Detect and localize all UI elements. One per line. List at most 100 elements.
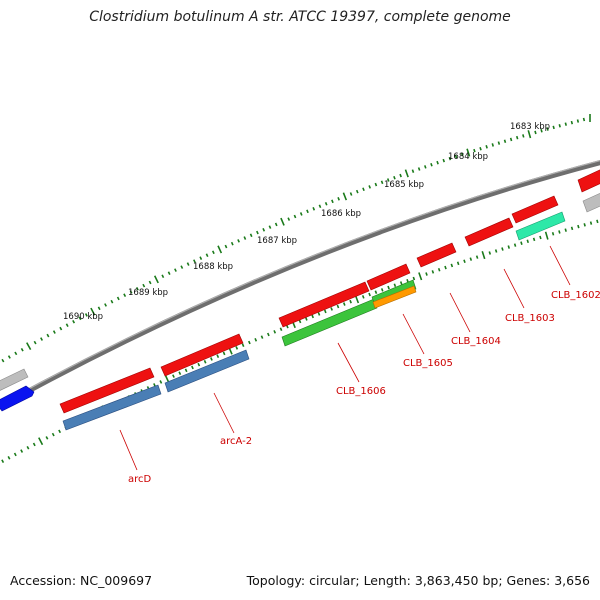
- gene-label-CLB_1604: CLB_1604: [451, 336, 501, 347]
- gene-label-CLB_1606: CLB_1606: [336, 386, 386, 397]
- minor-tick: [473, 148, 476, 153]
- minor-tick: [59, 326, 63, 331]
- gene-feature-red: [278, 281, 370, 328]
- minor-tick: [172, 374, 175, 378]
- minor-tick: [184, 368, 188, 373]
- minor-tick: [349, 192, 353, 196]
- minor-tick: [186, 262, 190, 266]
- minor-tick: [241, 343, 245, 347]
- minor-tick: [287, 217, 291, 221]
- kbp-label-1688: 1688 kbp: [193, 262, 233, 272]
- minor-tick: [513, 243, 517, 247]
- minor-tick: [380, 180, 384, 185]
- minor-tick: [268, 225, 272, 229]
- outer-tick-ring: [1, 114, 591, 363]
- minor-tick: [197, 362, 201, 367]
- minor-tick: [20, 347, 24, 352]
- minor-tick: [469, 257, 473, 261]
- minor-tick: [312, 207, 316, 211]
- topology-text: Topology: circular: [246, 573, 356, 588]
- gene-feature-red: [464, 217, 514, 247]
- gene-feature-red: [366, 263, 411, 291]
- minor-tick: [222, 351, 226, 356]
- minor-tick: [20, 449, 24, 453]
- kbp-label-1687: 1687 kbp: [257, 236, 297, 246]
- minor-tick: [387, 285, 390, 290]
- minor-tick: [13, 452, 17, 457]
- minor-tick: [306, 209, 309, 214]
- minor-tick: [167, 271, 171, 275]
- minor-tick: [254, 338, 258, 342]
- major-tick: [354, 295, 360, 304]
- major-tick: [544, 231, 549, 240]
- minor-tick: [193, 259, 196, 263]
- minor-tick: [485, 145, 488, 149]
- gene-label-arcD: arcD: [128, 474, 152, 485]
- minor-tick: [174, 268, 177, 272]
- minor-tick: [558, 230, 561, 234]
- minor-tick: [570, 226, 574, 231]
- minor-tick: [336, 304, 340, 309]
- minor-tick: [123, 293, 127, 297]
- length-text: Length: 3,863,450 bp: [363, 573, 499, 588]
- minor-tick: [570, 120, 574, 125]
- minor-tick: [249, 233, 253, 238]
- gene-feature-red: [416, 242, 457, 268]
- minor-tick: [52, 330, 56, 334]
- minor-tick: [161, 274, 165, 279]
- minor-tick: [298, 319, 302, 324]
- minor-tick: [596, 219, 599, 224]
- minor-tick: [216, 354, 220, 358]
- minor-tick: [520, 241, 523, 245]
- minor-tick: [583, 223, 586, 227]
- minor-tick: [26, 445, 30, 450]
- minor-tick: [494, 249, 498, 253]
- minor-tick: [349, 299, 352, 304]
- minor-tick: [425, 272, 428, 276]
- minor-tick: [32, 442, 36, 447]
- minor-tick: [243, 236, 247, 240]
- major-tick: [466, 148, 471, 157]
- minor-tick: [368, 292, 371, 297]
- minor-tick: [386, 178, 390, 182]
- minor-tick: [14, 351, 18, 356]
- minor-tick: [551, 232, 555, 236]
- minor-tick: [237, 239, 240, 243]
- major-tick: [418, 272, 423, 281]
- minor-tick: [293, 214, 297, 219]
- minor-tick: [558, 124, 561, 128]
- minor-tick: [65, 323, 69, 327]
- minor-tick: [180, 265, 184, 269]
- minor-tick: [33, 340, 37, 345]
- minor-tick: [479, 146, 482, 151]
- minor-tick: [362, 187, 365, 192]
- minor-tick: [256, 230, 259, 235]
- minor-tick: [399, 173, 402, 178]
- gene-feature-red: [59, 367, 155, 414]
- minor-tick: [317, 312, 321, 316]
- minor-tick: [456, 261, 460, 266]
- minor-tick: [399, 281, 403, 285]
- minor-tick: [507, 245, 511, 249]
- minor-tick: [304, 317, 308, 321]
- minor-tick: [454, 154, 458, 159]
- minor-tick: [540, 128, 543, 133]
- minor-tick: [40, 337, 43, 341]
- minor-tick: [589, 221, 593, 225]
- minor-tick: [178, 371, 182, 375]
- minor-tick: [135, 287, 139, 291]
- minor-tick: [411, 169, 415, 173]
- minor-tick: [323, 309, 327, 314]
- minor-tick: [324, 201, 328, 206]
- minor-tick: [78, 316, 82, 321]
- minor-tick: [546, 127, 549, 131]
- minor-tick: [503, 139, 507, 144]
- minor-tick: [1, 358, 5, 363]
- reverse-strand-features: [62, 211, 566, 431]
- major-tick: [38, 437, 44, 446]
- kbp-label-1685: 1685 kbp: [384, 180, 424, 190]
- kbp-label-1690: 1690 kbp: [63, 312, 103, 322]
- minor-tick: [577, 224, 580, 229]
- gene-label-CLB_1605: CLB_1605: [403, 358, 453, 369]
- kbp-label-1683: 1683 kbp: [510, 122, 550, 132]
